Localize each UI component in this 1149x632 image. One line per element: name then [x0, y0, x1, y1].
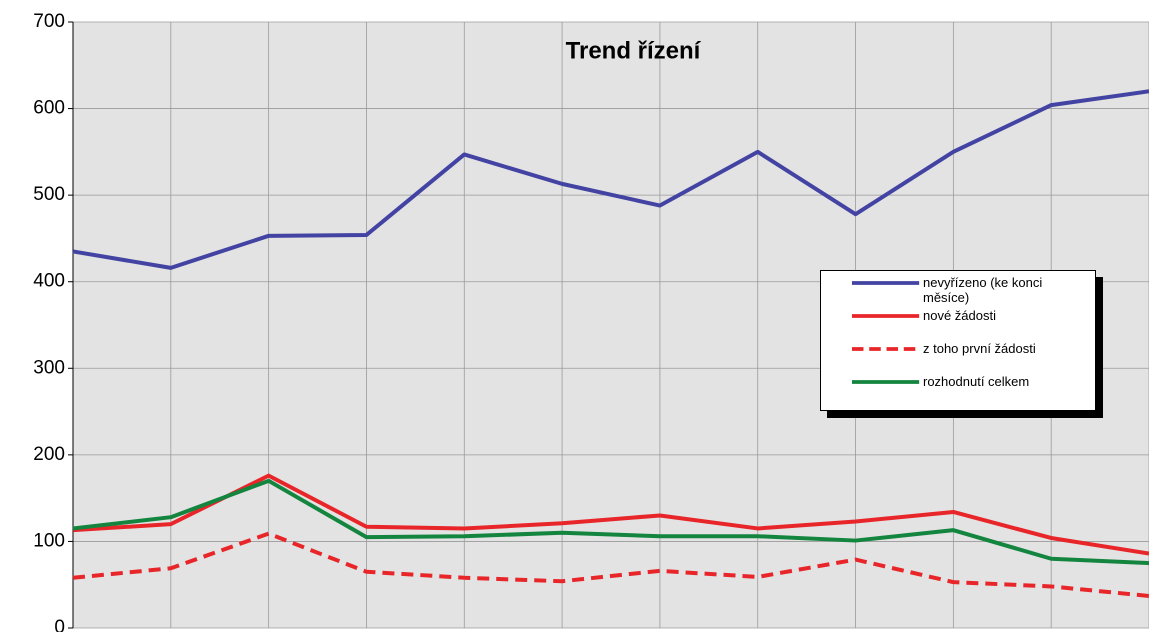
legend-item: nové žádosti	[827, 308, 1089, 341]
series-line	[72, 89, 1149, 270]
y-tick-label: 600	[33, 98, 65, 119]
legend-label: nové žádosti	[923, 308, 996, 323]
y-tick-label: 300	[33, 357, 65, 378]
legend-label: nevyřízeno (ke konci měsíce)	[923, 275, 1043, 305]
legend-item: nevyřízeno (ke konci měsíce)	[827, 275, 1089, 308]
y-tick-label: 500	[33, 184, 65, 205]
legend-label: rozhodnutí celkem	[923, 374, 1030, 389]
legend-swatch	[851, 380, 920, 384]
y-tick-label: 700	[33, 11, 65, 32]
chart-title: Trend řízení	[566, 37, 702, 64]
legend-item: rozhodnutí celkem	[827, 374, 1089, 407]
legend: nevyřízeno (ke konci měsíce) nové žádosti…	[820, 270, 1096, 411]
y-tick-label: 400	[33, 271, 65, 292]
legend-item: z toho první žádosti	[827, 341, 1089, 374]
series-line	[72, 478, 1149, 566]
legend-swatch	[851, 281, 920, 285]
y-tick-label: 0	[54, 617, 65, 632]
legend-swatch	[851, 347, 920, 351]
series-line	[72, 473, 1149, 556]
y-tick-label: 200	[33, 444, 65, 465]
series-line	[72, 531, 1149, 598]
legend-label: z toho první žádosti	[923, 341, 1036, 356]
legend-swatch	[851, 314, 920, 318]
y-tick-label: 100	[33, 530, 65, 551]
